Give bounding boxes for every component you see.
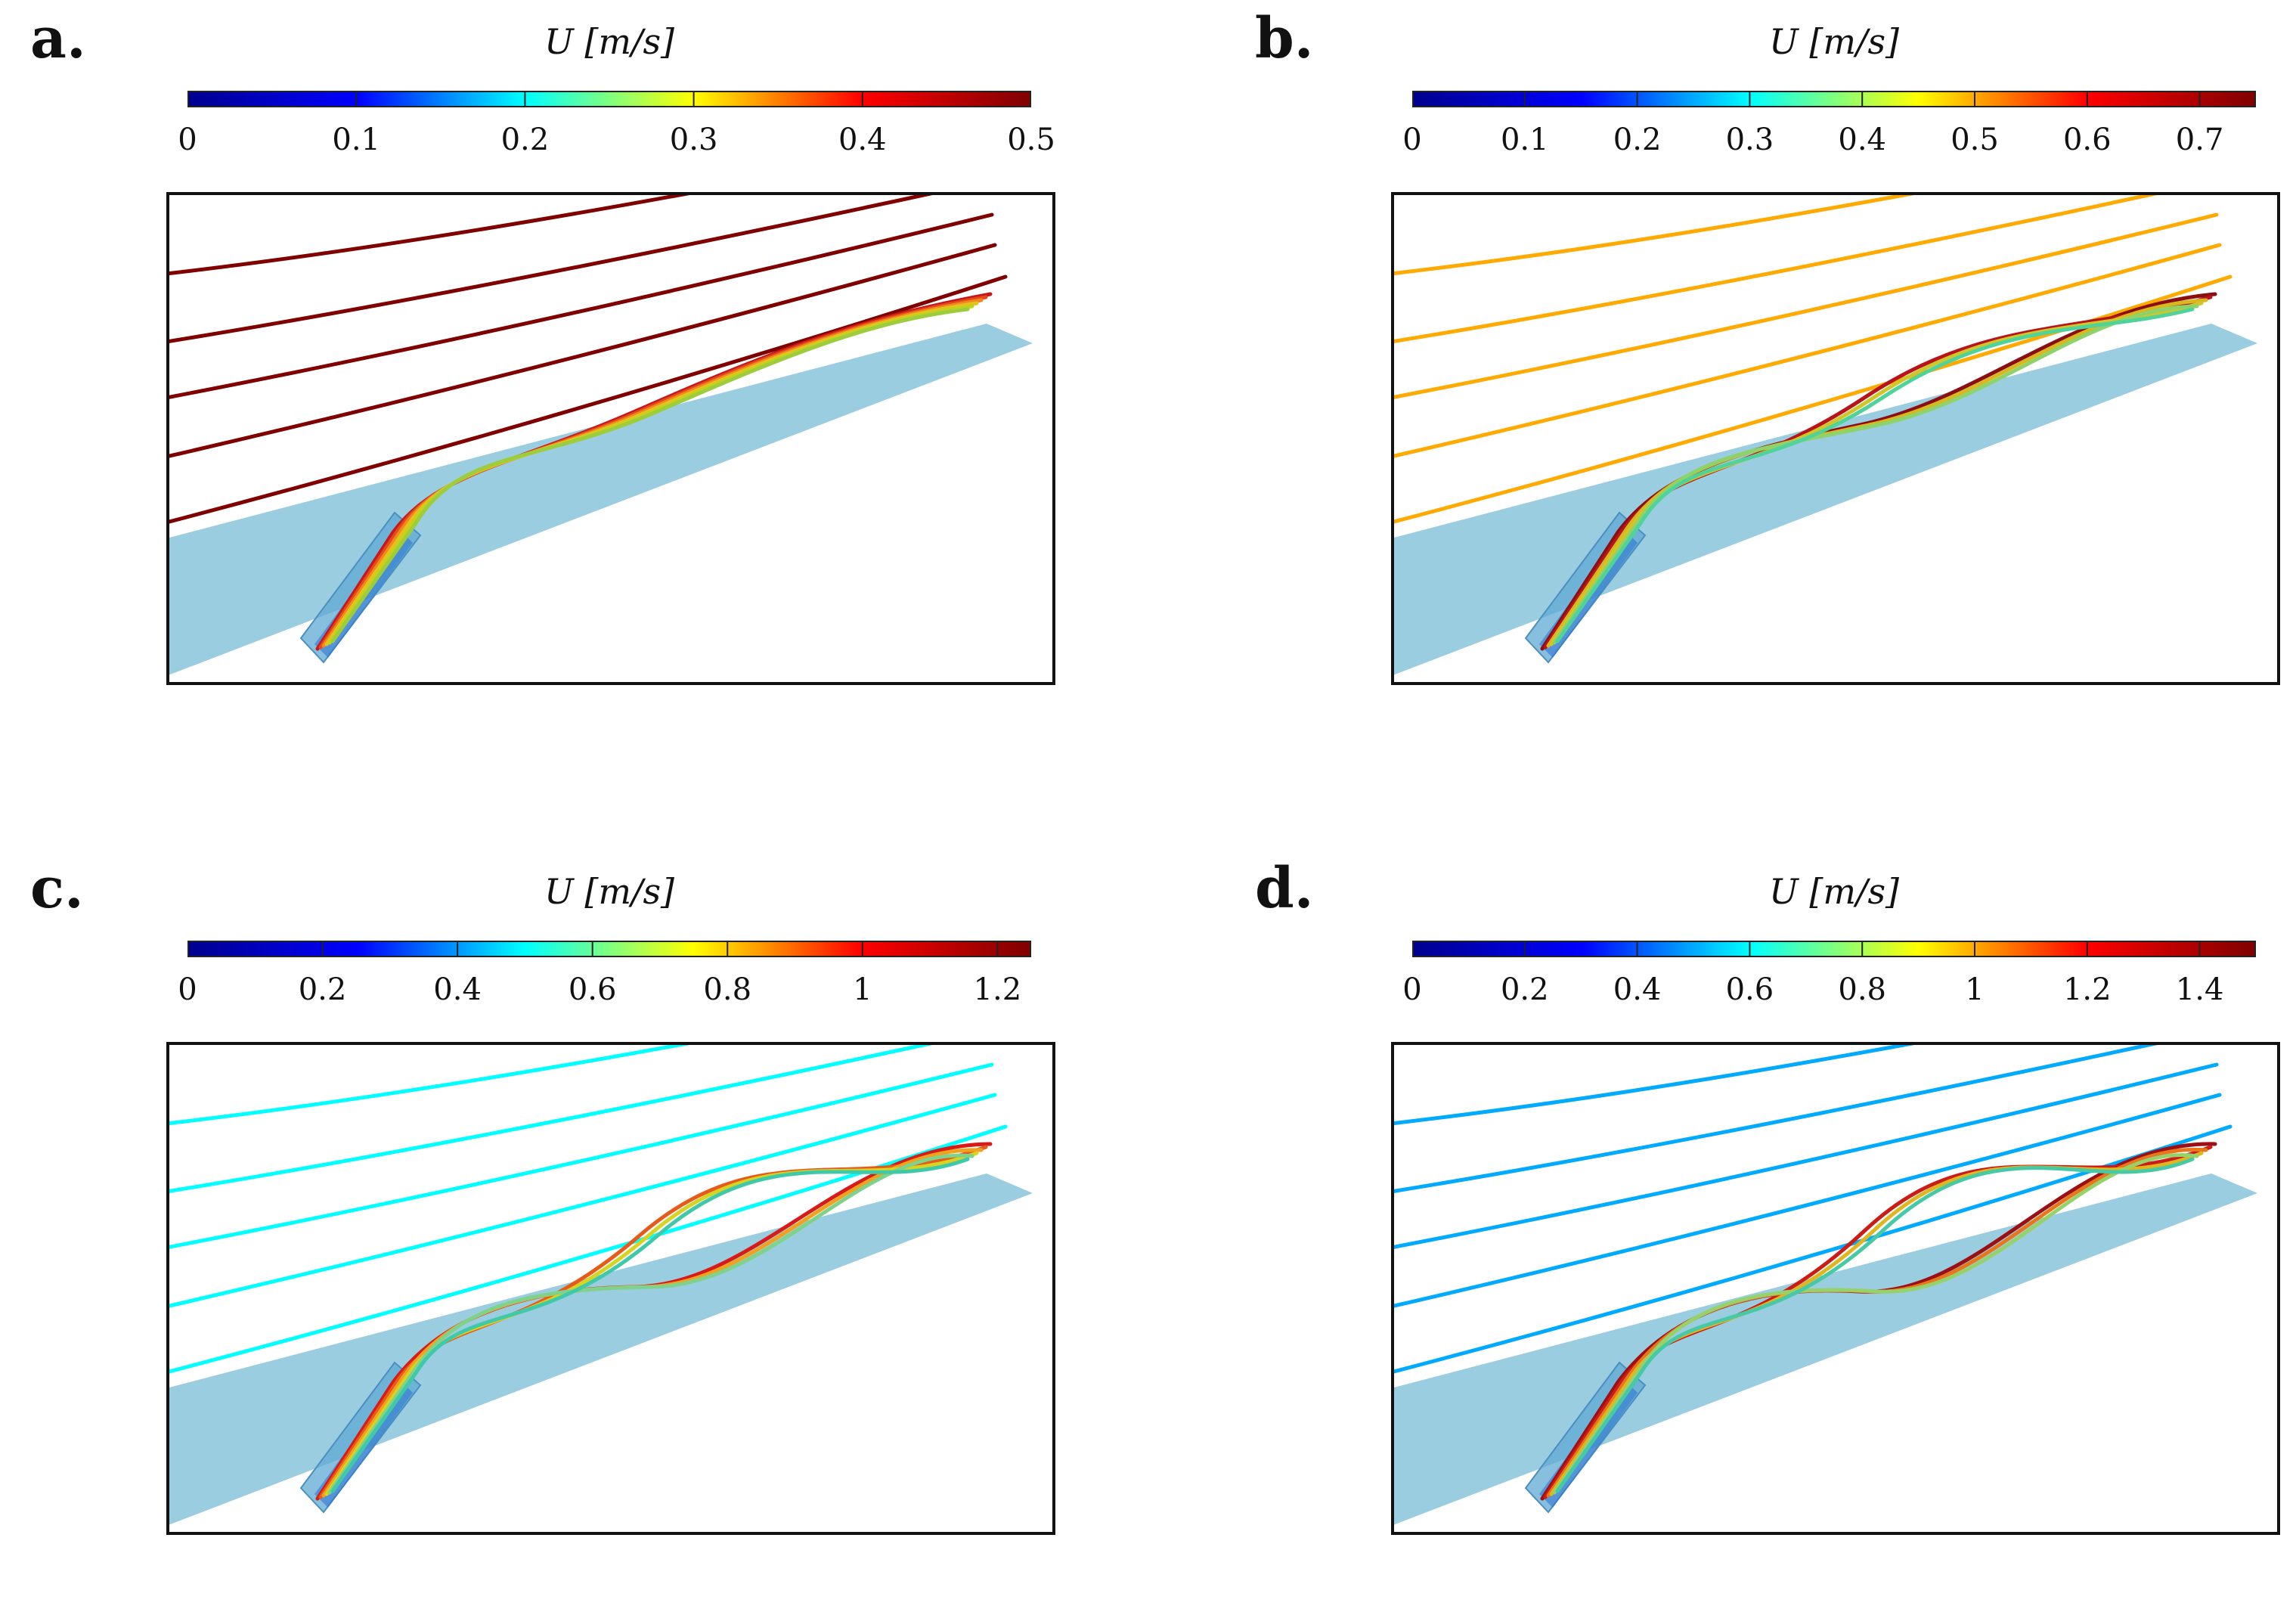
- freestream-streamline: [1391, 1062, 2219, 1250]
- colorbar-tick-label: 0.3: [1725, 122, 1774, 157]
- colorbar-tick-label: 0.6: [568, 972, 617, 1007]
- freestream-streamline: [1391, 243, 2222, 459]
- freestream-streamline: [1391, 1093, 2222, 1309]
- colorbar-title: U [m/s]: [544, 21, 674, 62]
- colorbar-tick-label: 0: [178, 972, 197, 1007]
- streamline-plot: [1391, 192, 2280, 685]
- jet-streamline: [1555, 307, 2195, 643]
- colorbar-tick-label: 1.2: [973, 972, 1022, 1007]
- panel-a: a. U [m/s] 0 0.1 0.2 0.3 0.4 0.5: [0, 0, 1134, 756]
- colorbar-ticks: 0 0.1 0.2 0.3 0.4 0.5 0.6 0.7: [1402, 107, 2256, 157]
- jet-streamline: [1552, 1153, 2199, 1495]
- colorbar-tick-label: 0.6: [1725, 972, 1774, 1007]
- colorbar-tick-label: 0.4: [433, 972, 482, 1007]
- panel-label: c.: [30, 856, 84, 921]
- freestream-streamline: [166, 1062, 994, 1250]
- freestream-streamline: [1391, 1042, 1923, 1126]
- freestream-streamline: [1391, 274, 2232, 525]
- wall-plate: [166, 324, 1033, 676]
- colorbar-ticks: 0 0.2 0.4 0.6 0.8 1 1.2: [178, 957, 1031, 1007]
- freestream-streamline: [166, 274, 1008, 525]
- freestream-streamline: [166, 1042, 698, 1126]
- jet-streamline: [327, 1153, 974, 1495]
- panel-d: d. U [m/s] 0 0.2 0.4 0.6 0.8 1 1.2 1.4: [1225, 850, 2296, 1606]
- colorbar-tick-label: 0.2: [500, 122, 550, 157]
- freestream-streamline: [166, 192, 698, 276]
- colorbar-tick-label: 0: [1402, 122, 1422, 157]
- wall-plate: [1391, 324, 2257, 676]
- colorbar-tick-label: 0.1: [1500, 122, 1549, 157]
- streamline-plot: [1391, 1042, 2280, 1535]
- colorbar-tick-label: 0.8: [1838, 972, 1886, 1007]
- colorbar-tick-label: 0.4: [1613, 972, 1662, 1007]
- freestream-streamline: [166, 1093, 997, 1309]
- colorbar-tick-label: 0.4: [1838, 122, 1886, 157]
- panel-label: a.: [30, 6, 86, 71]
- freestream-streamline: [166, 212, 994, 400]
- colorbar-tick-label: 0: [1402, 972, 1422, 1007]
- freestream-streamline: [166, 192, 940, 344]
- colorbar-title: U [m/s]: [1768, 871, 1899, 912]
- jet-streamline: [1555, 1157, 2195, 1493]
- colorbar: [187, 941, 1031, 957]
- colorbar-title: U [m/s]: [544, 871, 674, 912]
- freestream-streamline: [1391, 192, 1923, 276]
- colorbar-tick-label: 0.2: [298, 972, 347, 1007]
- streamline-plot: [166, 1042, 1055, 1535]
- colorbar-ticks: 0 0.2 0.4 0.6 0.8 1 1.2 1.4: [1402, 957, 2256, 1007]
- colorbar-tick-label: 0.6: [2062, 122, 2112, 157]
- wall-plate: [166, 1173, 1033, 1526]
- plot-frame: [1391, 1042, 2280, 1535]
- colorbar-divisions: [187, 91, 1031, 110]
- colorbar: [1412, 91, 2256, 107]
- plot-frame: [166, 1042, 1055, 1535]
- colorbar-tick-label: 0.2: [1613, 122, 1662, 157]
- freestream-streamline: [1391, 1042, 2164, 1194]
- jet-streamline: [330, 307, 970, 643]
- panel-label: d.: [1255, 856, 1314, 921]
- jet-streamline: [330, 1157, 970, 1493]
- colorbar-divisions: [1412, 941, 2256, 960]
- freestream-streamline: [166, 1042, 940, 1194]
- plot-frame: [166, 192, 1055, 685]
- colorbar-tick-label: 0.3: [669, 122, 718, 157]
- colorbar-tick-label: 0: [178, 122, 197, 157]
- colorbar-tick-label: 1.4: [2175, 972, 2224, 1007]
- colorbar-tick-label: 1: [1965, 972, 1985, 1007]
- colorbar-tick-label: 1.2: [2062, 972, 2112, 1007]
- freestream-streamline: [1391, 192, 2164, 344]
- wall-plate: [1391, 1173, 2257, 1526]
- colorbar-divisions: [1412, 91, 2256, 110]
- colorbar: [187, 91, 1031, 107]
- colorbar-tick-label: 0.7: [2175, 122, 2224, 157]
- jet-streamline: [1552, 304, 2199, 645]
- colorbar-title: U [m/s]: [1768, 21, 1899, 62]
- colorbar-tick-label: 0.8: [703, 972, 752, 1007]
- panel-c: c. U [m/s] 0 0.2 0.4 0.6 0.8 1 1.2: [0, 850, 1134, 1606]
- colorbar-tick-label: 0.4: [838, 122, 887, 157]
- streamline-plot: [166, 192, 1055, 685]
- colorbar: [1412, 941, 2256, 957]
- colorbar-ticks: 0 0.1 0.2 0.3 0.4 0.5: [178, 107, 1055, 157]
- plot-frame: [1391, 192, 2280, 685]
- panel-b: b. U [m/s] 0 0.1 0.2 0.3 0.4 0.5 0.6 0.7: [1225, 0, 2296, 756]
- colorbar-tick-label: 1: [853, 972, 872, 1007]
- colorbar-tick-label: 0.5: [1007, 122, 1055, 157]
- colorbar-tick-label: 0.1: [332, 122, 380, 157]
- colorbar-tick-label: 0.2: [1500, 972, 1549, 1007]
- panel-label: b.: [1255, 6, 1314, 71]
- freestream-streamline: [1391, 212, 2219, 400]
- freestream-streamline: [166, 243, 997, 459]
- colorbar-divisions: [187, 941, 1031, 960]
- colorbar-tick-label: 0.5: [1951, 122, 1999, 157]
